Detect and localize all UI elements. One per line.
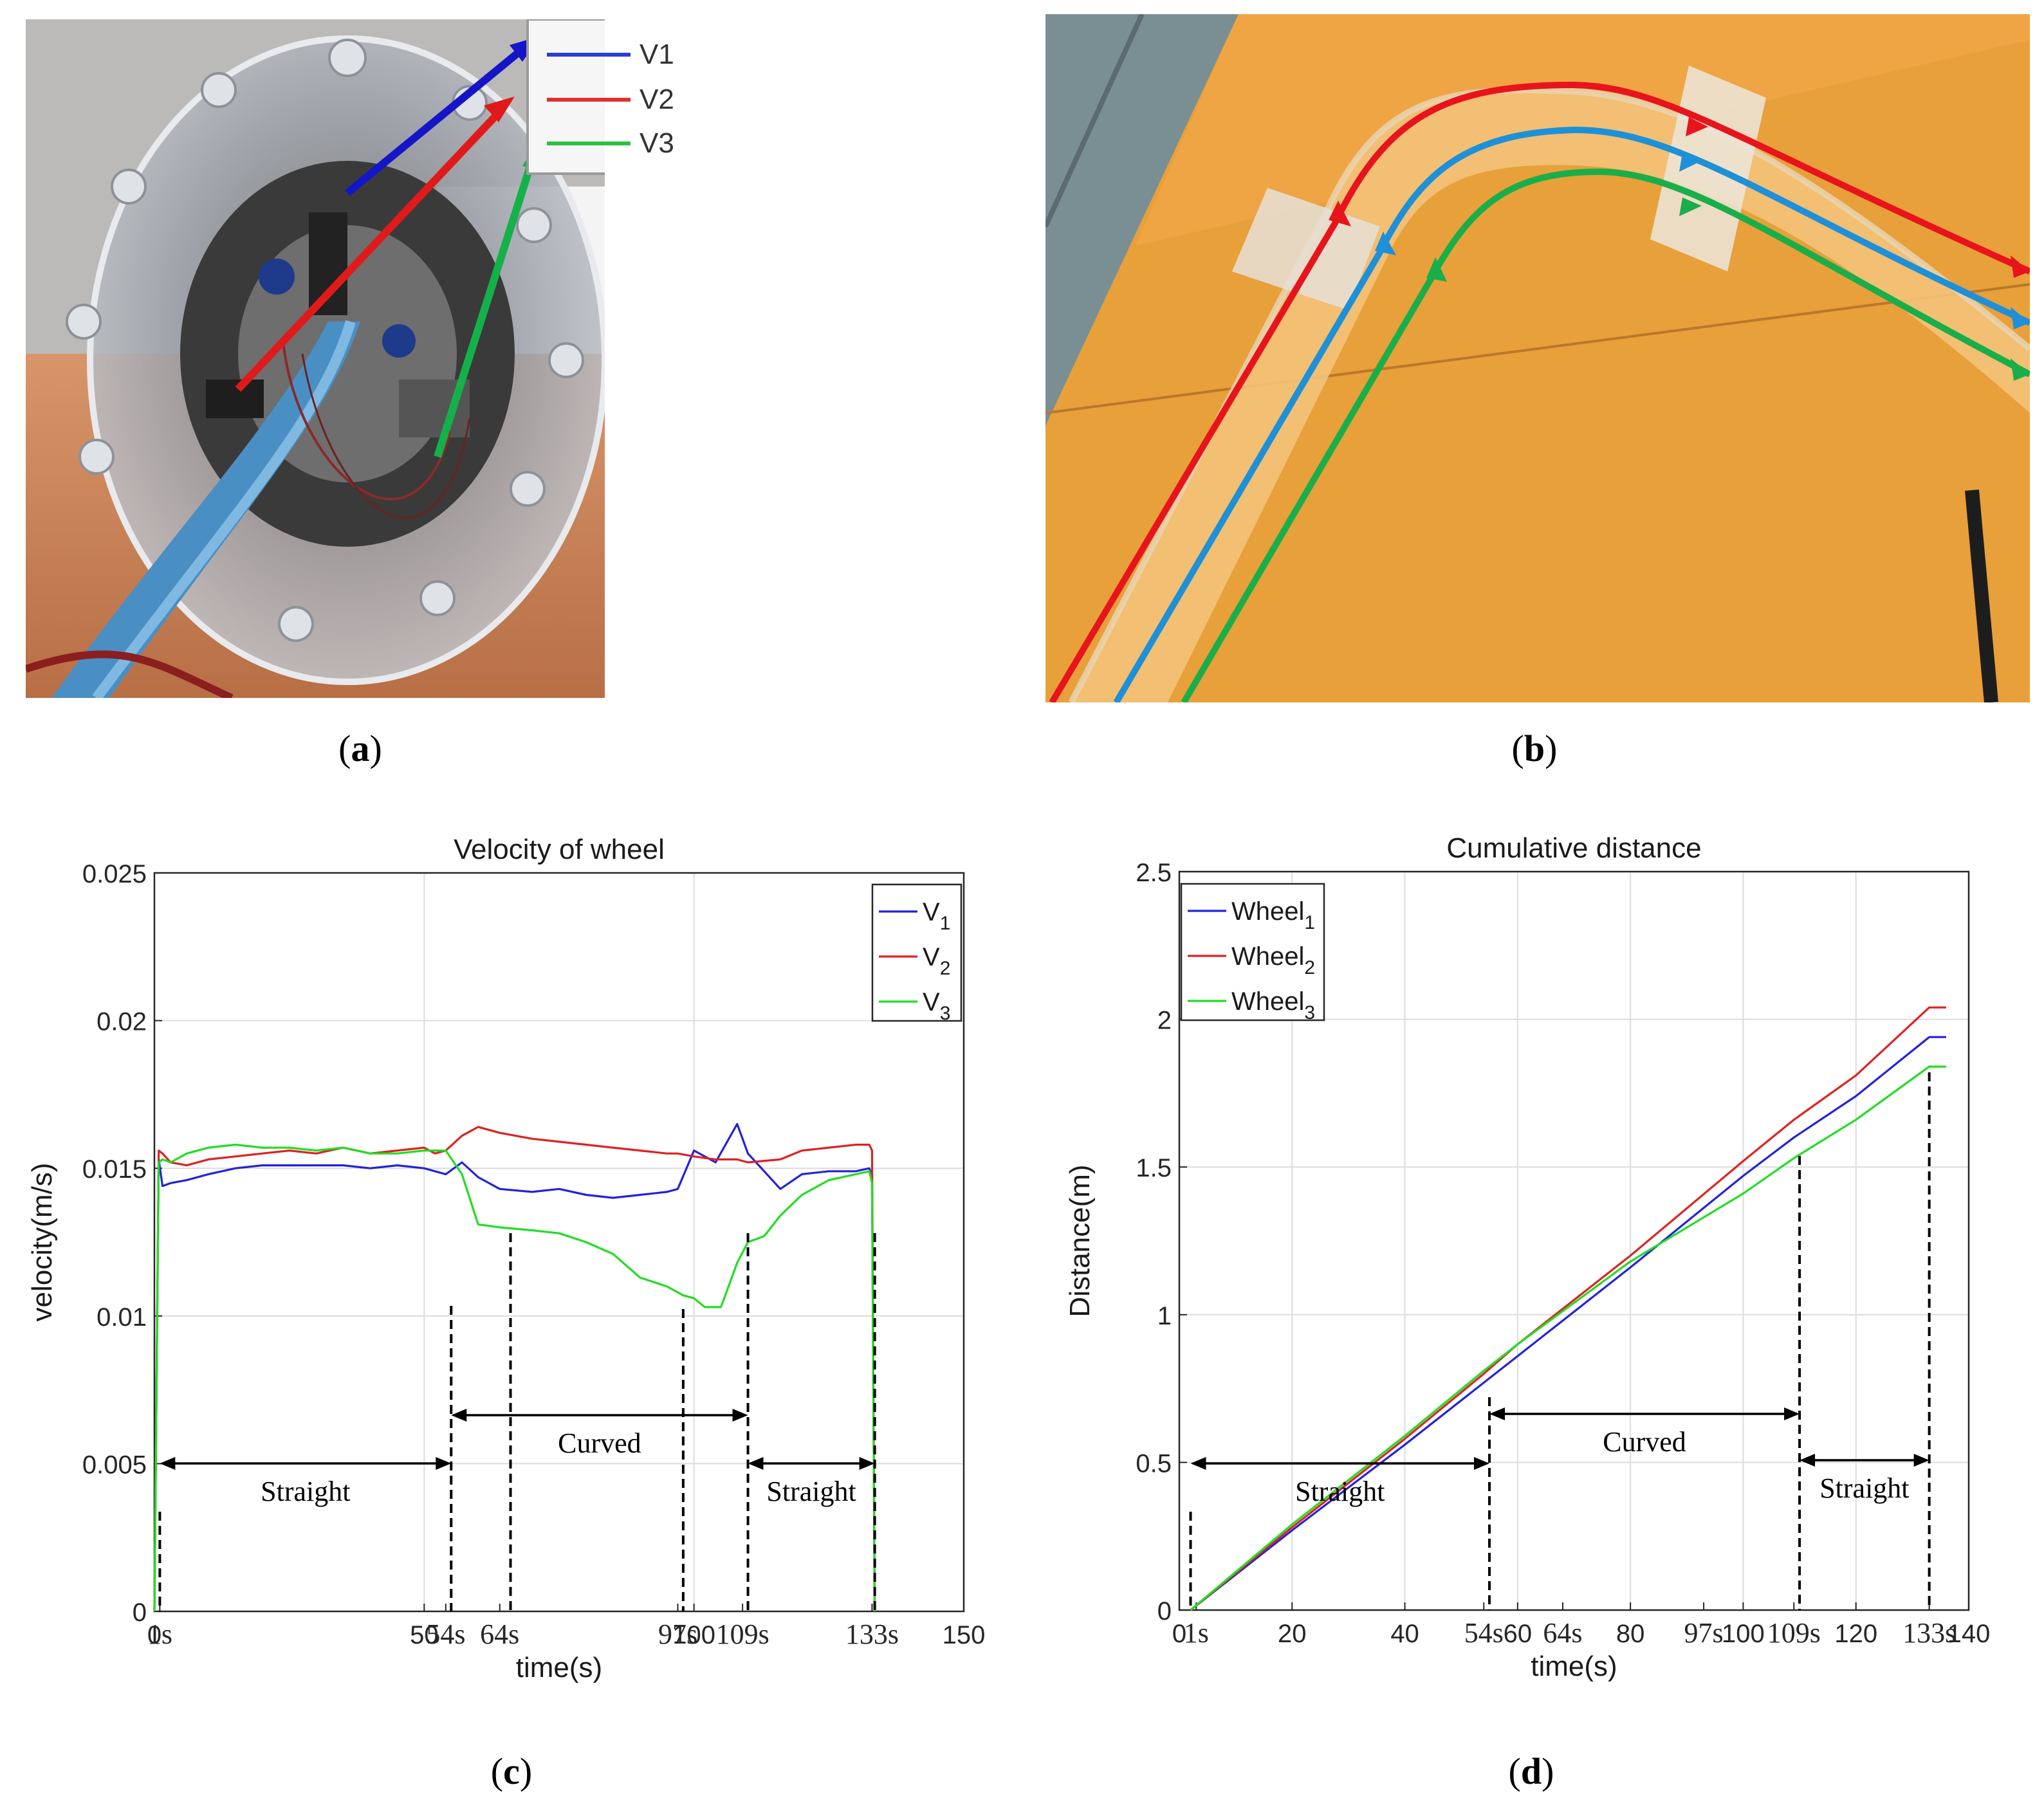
x-tick-label: 60 xyxy=(1504,1620,1533,1648)
y-tick-label: 2 xyxy=(1157,1007,1172,1035)
y-tick-label: 0 xyxy=(133,1599,147,1627)
x-tick-label: 133s xyxy=(1902,1617,1956,1649)
photo-pipe-drawing xyxy=(1045,14,2030,702)
x-tick-label: 54s xyxy=(426,1618,465,1650)
x-tick-label: 50 xyxy=(410,1621,439,1649)
caption-b-label: b xyxy=(1524,728,1545,769)
legend-label-v2: V2 xyxy=(640,84,674,115)
legend-item-v1: V1 xyxy=(547,39,674,71)
annotation-label: Straight xyxy=(261,1476,350,1507)
x-tick-label: 100 xyxy=(1722,1620,1765,1648)
y-tick-label: 0.02 xyxy=(97,1008,147,1036)
series-line-1 xyxy=(1190,1036,1946,1611)
x-tick-label: 40 xyxy=(1390,1620,1419,1648)
caption-a: (a) xyxy=(338,728,382,769)
caption-d-label: d xyxy=(1520,1750,1542,1792)
x-tick-label: 20 xyxy=(1278,1620,1307,1648)
y-tick-label: 0.005 xyxy=(82,1451,147,1479)
legend-swatch-v1 xyxy=(547,53,631,57)
legend-item-v3: V3 xyxy=(547,127,674,160)
annotation-arrowhead xyxy=(1800,1454,1816,1467)
x-tick-label: 150 xyxy=(943,1621,986,1649)
x-tick-label: 54s xyxy=(1464,1617,1504,1649)
x-tick-label: 109s xyxy=(716,1618,769,1650)
legend-box xyxy=(871,883,962,1022)
annotation-arrowhead xyxy=(1474,1457,1490,1470)
annotation-arrowhead xyxy=(1489,1407,1505,1420)
series-line-3 xyxy=(1190,1065,1946,1611)
legend-label-v3: V3 xyxy=(640,127,674,159)
plot-frame xyxy=(153,872,965,1613)
x-tick-label: 1s xyxy=(147,1618,172,1650)
annotation-arrowhead xyxy=(436,1457,452,1470)
x-axis-label: time(s) xyxy=(516,1652,602,1683)
annotation-arrowhead xyxy=(1190,1457,1206,1470)
y-tick-label: 0 xyxy=(1157,1597,1172,1626)
x-tick-label: 97s xyxy=(1684,1617,1724,1649)
x-tick-label: 1s xyxy=(1184,1617,1209,1649)
legend-panel-a: V1 V2 V3 xyxy=(528,19,698,174)
x-tick-label: 120 xyxy=(1834,1620,1877,1648)
photo-robot-drawing xyxy=(26,19,605,698)
y-tick-label: 0.5 xyxy=(1136,1449,1172,1478)
plot-frame xyxy=(1178,870,1970,1611)
caption-c: (c) xyxy=(490,1750,533,1792)
x-tick-label: 140 xyxy=(1947,1620,1991,1648)
caption-a-label: a xyxy=(351,728,370,769)
y-tick-label: 1 xyxy=(1157,1302,1172,1330)
annotation-label: Straight xyxy=(1819,1472,1909,1504)
x-tick-label: 0 xyxy=(1172,1620,1186,1648)
series-line-1 xyxy=(153,1122,876,1612)
y-tick-label: 0.01 xyxy=(97,1303,147,1332)
annotation-label: Straight xyxy=(1295,1476,1385,1507)
photo-pipe xyxy=(1045,14,2030,702)
annotation-label: Curved xyxy=(1603,1426,1686,1458)
annotation-label: Curved xyxy=(558,1427,641,1459)
chart-title: Cumulative distance xyxy=(1446,832,1701,864)
legend-item-v2: V2 xyxy=(547,84,674,116)
annotation-arrowhead xyxy=(859,1457,875,1470)
annotation-arrowhead xyxy=(451,1409,467,1422)
x-tick-label: 97s xyxy=(658,1618,697,1650)
caption-d: (d) xyxy=(1508,1750,1554,1792)
annotation-arrowhead xyxy=(748,1457,764,1470)
x-tick-label: 64s xyxy=(1543,1617,1582,1649)
photo-robot xyxy=(26,19,605,698)
annotation-label: Straight xyxy=(766,1476,856,1507)
x-tick-label: 64s xyxy=(480,1618,519,1650)
y-tick-label: 2.5 xyxy=(1136,859,1172,887)
y-tick-label: 1.5 xyxy=(1136,1154,1172,1182)
legend-swatch-v3 xyxy=(547,142,631,145)
legend-box xyxy=(1180,883,1325,1022)
y-tick-label: 0.025 xyxy=(82,860,147,888)
series-line-2 xyxy=(153,1126,876,1612)
legend-label-v1: V1 xyxy=(640,39,674,70)
legend-swatch-v2 xyxy=(547,98,631,102)
y-axis-label: velocity(m/s) xyxy=(26,1163,58,1322)
y-tick-label: 0.015 xyxy=(82,1155,147,1184)
x-tick-label: 0 xyxy=(147,1621,161,1649)
caption-c-label: c xyxy=(503,1750,520,1792)
caption-b: (b) xyxy=(1511,728,1558,769)
series-line-3 xyxy=(153,1143,876,1612)
chart-title: Velocity of wheel xyxy=(454,834,665,865)
series-line-2 xyxy=(1190,1006,1946,1611)
y-axis-label: Distance(m) xyxy=(1064,1164,1096,1317)
annotation-arrowhead xyxy=(1913,1454,1929,1467)
x-tick-label: 100 xyxy=(672,1621,715,1649)
annotation-arrowhead xyxy=(160,1457,176,1470)
x-tick-label: 133s xyxy=(845,1618,899,1650)
annotation-arrowhead xyxy=(732,1409,748,1422)
x-axis-label: time(s) xyxy=(1531,1651,1617,1682)
x-tick-label: 109s xyxy=(1767,1617,1821,1649)
plot-area xyxy=(154,873,964,1611)
annotation-arrowhead xyxy=(1784,1407,1800,1420)
x-tick-label: 80 xyxy=(1616,1620,1645,1648)
